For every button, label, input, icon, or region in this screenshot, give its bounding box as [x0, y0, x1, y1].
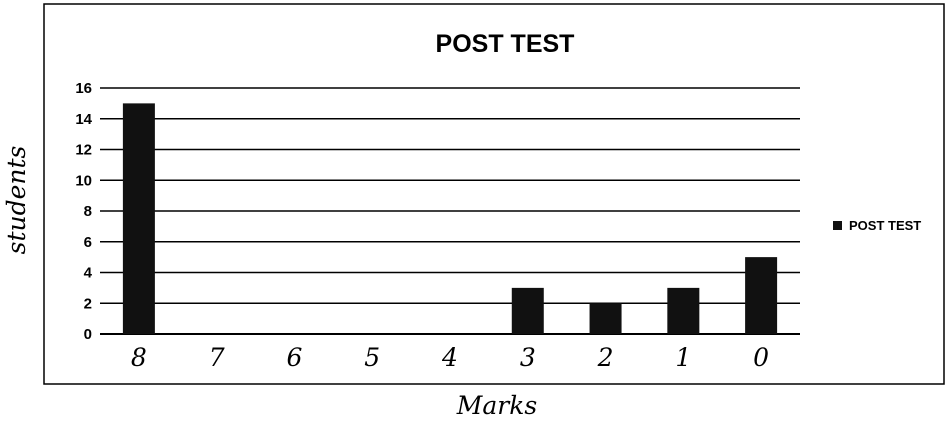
x-tick-label: 3	[520, 343, 536, 372]
chart-title: POST TEST	[436, 30, 575, 58]
bar	[667, 287, 700, 334]
y-tick-label: 8	[84, 203, 92, 220]
bar	[745, 257, 778, 334]
x-axis-label: Marks	[456, 391, 537, 420]
bar	[589, 303, 622, 334]
bar	[122, 103, 155, 334]
legend-label: POST TEST	[849, 218, 921, 233]
legend-swatch	[833, 221, 842, 230]
x-axis-ticks: 8 7 6 5 4 3 2 1 0	[131, 343, 769, 372]
y-tick-label: 12	[75, 142, 92, 159]
x-tick-label: 4	[441, 343, 458, 372]
y-tick-label: 0	[84, 326, 92, 343]
y-tick-label: 10	[75, 172, 92, 189]
x-tick-label: 5	[364, 343, 380, 372]
bars	[122, 103, 778, 334]
y-tick-label: 4	[84, 265, 93, 282]
chart-frame	[43, 3, 945, 385]
y-tick-label: 6	[84, 234, 92, 251]
y-axis-ticks: 0 2 4 6 8 10 12 14 16	[75, 80, 92, 343]
x-tick-label: 1	[675, 343, 691, 372]
y-tick-label: 2	[84, 295, 92, 312]
y-tick-label: 14	[75, 111, 92, 128]
x-tick-label: 0	[753, 343, 769, 372]
x-tick-label: 6	[286, 343, 302, 372]
bar	[511, 287, 544, 334]
legend: POST TEST	[833, 218, 921, 233]
x-tick-label: 8	[131, 343, 147, 372]
x-tick-label: 7	[209, 343, 225, 372]
y-axis-label: students	[2, 146, 31, 255]
x-tick-label: 2	[597, 343, 614, 372]
y-tick-label: 16	[75, 80, 92, 97]
